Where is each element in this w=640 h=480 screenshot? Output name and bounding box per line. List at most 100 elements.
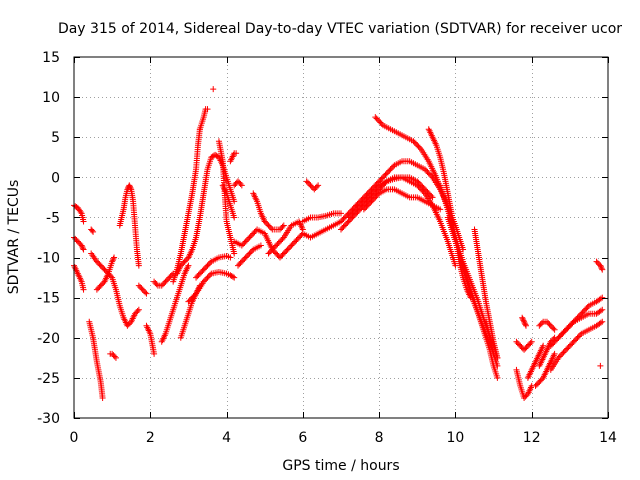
data-point-marker xyxy=(181,258,188,265)
series-arc-12 xyxy=(151,270,177,289)
data-point-marker xyxy=(153,281,160,288)
series-arc-20 xyxy=(210,86,217,93)
data-point-marker xyxy=(257,242,264,249)
data-point-marker xyxy=(574,334,581,341)
data-point-marker xyxy=(151,350,158,357)
data-point-marker xyxy=(536,322,543,329)
data-point-marker xyxy=(289,241,296,248)
series-arc-53 xyxy=(597,362,604,369)
data-point-marker xyxy=(166,274,173,281)
data-point-marker xyxy=(580,308,587,315)
data-point-marker xyxy=(339,217,346,224)
data-point-marker xyxy=(112,354,119,361)
data-point-marker xyxy=(233,150,240,157)
data-point-marker xyxy=(240,257,247,264)
data-point-marker xyxy=(264,221,271,228)
data-point-marker xyxy=(371,187,378,194)
data-point-marker xyxy=(238,182,245,189)
data-point-marker xyxy=(424,168,431,175)
data-point-marker xyxy=(563,346,570,353)
data-point-marker xyxy=(363,203,370,210)
data-point-marker xyxy=(279,251,286,258)
data-point-marker xyxy=(340,215,347,222)
data-point-marker xyxy=(362,205,369,212)
data-point-marker xyxy=(110,352,117,359)
data-point-marker xyxy=(364,202,371,209)
data-point-marker xyxy=(374,116,381,123)
data-point-marker xyxy=(413,140,420,147)
data-point-marker xyxy=(362,197,369,204)
data-point-marker xyxy=(98,263,105,270)
data-point-marker xyxy=(269,246,276,253)
data-point-marker xyxy=(388,164,395,171)
y-tick-label: -15 xyxy=(37,291,60,307)
data-point-marker xyxy=(382,171,389,178)
series-arc-22 xyxy=(219,182,238,221)
data-point-marker xyxy=(550,325,557,332)
series-arc-28 xyxy=(265,218,306,257)
data-point-marker xyxy=(195,271,202,278)
data-point-marker xyxy=(385,168,392,175)
data-point-marker xyxy=(158,282,165,289)
data-point-marker xyxy=(203,275,210,282)
data-point-marker xyxy=(378,175,385,182)
data-point-marker xyxy=(373,185,380,192)
series-arc-15 xyxy=(196,106,211,133)
data-point-marker xyxy=(210,86,217,93)
data-point-marker xyxy=(517,342,524,349)
data-point-marker xyxy=(565,344,572,351)
data-point-marker xyxy=(543,318,550,325)
data-point-marker xyxy=(126,182,133,189)
data-point-marker xyxy=(533,381,540,388)
data-point-marker xyxy=(559,350,566,357)
data-point-marker xyxy=(290,239,297,246)
data-point-marker xyxy=(344,219,351,226)
data-point-marker xyxy=(423,167,430,174)
data-point-marker xyxy=(369,197,376,204)
data-point-marker xyxy=(312,185,319,192)
data-point-marker xyxy=(551,326,558,333)
data-point-marker xyxy=(107,273,114,280)
data-point-marker xyxy=(357,202,364,209)
data-point-marker xyxy=(599,318,606,325)
data-point-marker xyxy=(231,274,238,281)
data-point-marker xyxy=(415,179,422,186)
data-point-marker xyxy=(273,250,280,257)
data-point-marker xyxy=(205,261,212,268)
series-arc-10 xyxy=(135,282,150,297)
data-point-marker xyxy=(165,275,172,282)
data-point-marker xyxy=(421,166,428,173)
data-point-marker xyxy=(97,282,104,289)
data-point-marker xyxy=(537,321,544,328)
data-point-marker xyxy=(524,342,531,349)
data-point-marker xyxy=(569,340,576,347)
data-point-marker xyxy=(560,349,567,356)
data-point-marker xyxy=(365,193,372,200)
data-point-marker xyxy=(414,178,421,185)
series-arc-52 xyxy=(593,258,606,273)
data-point-marker xyxy=(249,231,255,238)
data-point-marker xyxy=(360,206,367,213)
data-point-marker xyxy=(274,251,281,258)
series-arc-08 xyxy=(107,350,119,361)
plot-frame xyxy=(73,56,609,419)
data-point-marker xyxy=(89,227,96,234)
axis-ticks xyxy=(74,57,609,419)
data-point-marker xyxy=(280,222,287,229)
data-point-marker xyxy=(338,218,344,225)
series-arc-31 xyxy=(299,202,360,241)
data-point-marker xyxy=(100,265,107,272)
data-point-marker xyxy=(428,193,435,200)
data-point-marker xyxy=(376,118,383,125)
data-point-marker xyxy=(555,354,562,361)
series-arc-35 xyxy=(360,186,444,213)
data-point-marker xyxy=(80,286,87,293)
data-point-marker xyxy=(127,185,134,192)
data-point-marker xyxy=(273,242,280,249)
data-point-marker xyxy=(232,181,239,188)
data-point-marker xyxy=(390,163,397,170)
data-point-marker xyxy=(287,243,294,250)
data-point-marker xyxy=(359,199,366,206)
data-point-marker xyxy=(575,313,582,320)
data-point-marker xyxy=(283,247,290,254)
